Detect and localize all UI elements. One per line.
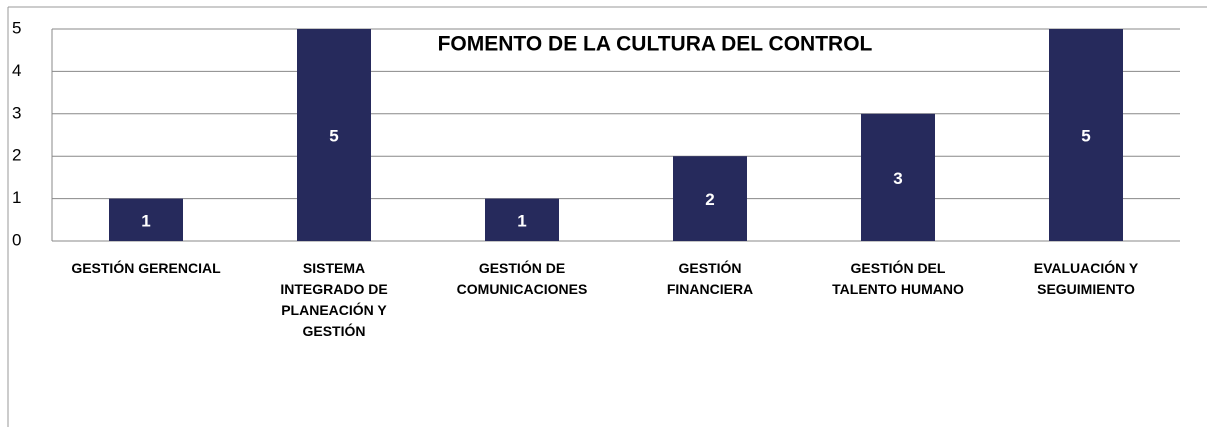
y-tick-label: 0: [12, 230, 21, 249]
y-tick-label: 4: [12, 61, 21, 80]
bar: [673, 156, 747, 241]
x-tick-label: GESTIÓN DEL TALENTO HUMANO: [832, 260, 964, 297]
bar: [1049, 29, 1123, 241]
data-label: 5: [1081, 126, 1090, 145]
x-tick-label: GESTIÓN GERENCIAL: [71, 260, 221, 276]
x-tick-label: GESTIÓN FINANCIERA: [666, 260, 754, 297]
y-tick-label: 2: [12, 146, 21, 165]
bar: [109, 198, 183, 241]
x-tick-label: GESTIÓN DE COMUNICACIONES: [456, 260, 588, 297]
chart-title: FOMENTO DE LA CULTURA DEL CONTROL: [438, 33, 873, 56]
data-label: 1: [517, 211, 526, 230]
x-tick-label: SISTEMA INTEGRADO DE PLANEACIÓN Y GESTIÓ…: [280, 260, 388, 339]
y-tick-label: 1: [12, 188, 21, 207]
data-label: 5: [329, 126, 338, 145]
y-tick-label: 5: [12, 18, 21, 37]
y-tick-label: 3: [12, 103, 21, 122]
data-label: 1: [141, 211, 150, 230]
bar: [485, 198, 559, 241]
bar: [297, 29, 371, 241]
data-label: 2: [705, 190, 714, 209]
bar: [861, 113, 935, 241]
data-label: 3: [893, 169, 902, 188]
x-tick-label: EVALUACIÓN Y SEGUIMIENTO: [1033, 260, 1139, 297]
